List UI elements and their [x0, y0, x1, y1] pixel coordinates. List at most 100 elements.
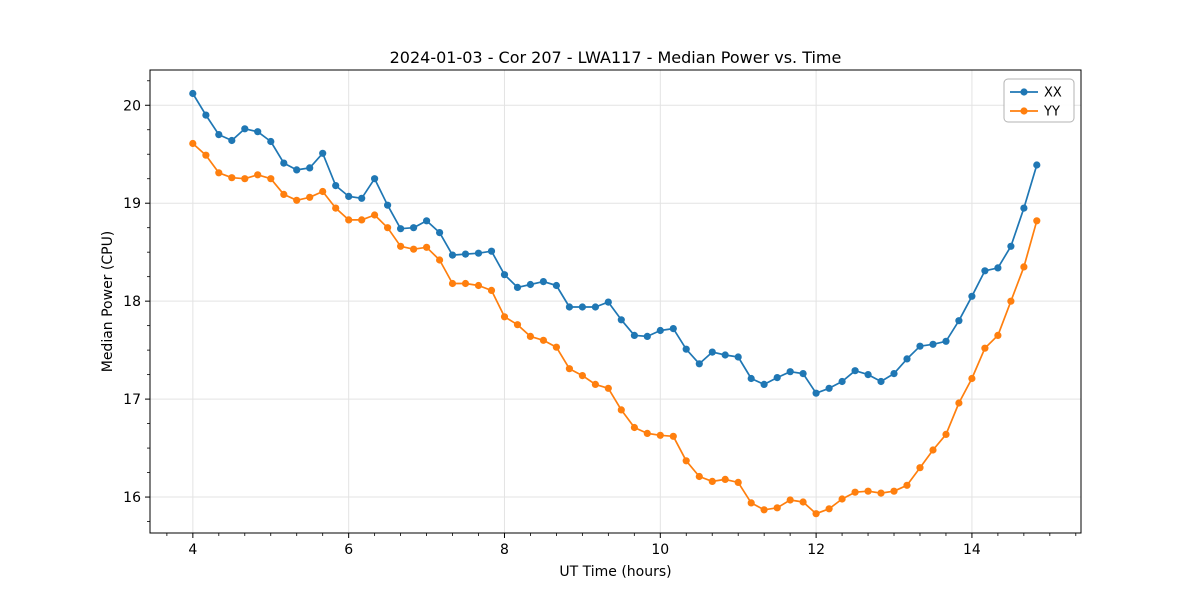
data-point-yy: [461, 279, 470, 288]
data-point-xx: [864, 371, 872, 379]
data-point-yy: [358, 216, 366, 224]
data-point-yy: [838, 495, 846, 503]
data-point-xx: [371, 175, 379, 183]
y-tick-label: 19: [123, 196, 141, 212]
data-point-yy: [877, 489, 885, 497]
chart-title: 2024-01-03 - Cor 207 - LWA117 - Median P…: [390, 48, 842, 67]
y-axis-label: Median Power (CPU): [100, 231, 116, 373]
data-point-xx: [319, 149, 327, 157]
data-point-xx: [955, 317, 963, 325]
legend: XX YY: [1003, 78, 1075, 123]
data-point-xx: [773, 374, 781, 382]
data-point-yy: [410, 245, 418, 253]
data-point-yy: [578, 372, 587, 380]
data-point-yy: [786, 496, 794, 504]
data-point-yy: [981, 344, 989, 352]
data-point-xx: [799, 370, 807, 378]
data-point-yy: [241, 175, 249, 183]
data-series: [189, 89, 1041, 518]
data-point-xx: [968, 292, 976, 300]
data-point-xx: [617, 316, 625, 324]
x-axis-label: UT Time (hours): [559, 564, 671, 580]
series-line-yy: [192, 142, 1038, 515]
data-point-yy: [617, 406, 625, 414]
legend-entry-yy: YY: [1010, 105, 1060, 120]
data-point-xx: [916, 342, 924, 350]
data-point-yy: [565, 365, 574, 373]
data-point-xx: [189, 89, 197, 98]
y-tick-label: 17: [123, 392, 141, 408]
data-point-xx: [513, 283, 522, 291]
data-point-yy: [423, 243, 431, 251]
data-point-xx: [643, 332, 651, 340]
series-xx: [189, 89, 1041, 397]
data-point-yy: [1020, 263, 1028, 271]
data-point-yy: [280, 190, 288, 198]
data-point-yy: [890, 487, 898, 495]
data-point-xx: [942, 337, 950, 345]
data-point-yy: [968, 374, 976, 383]
data-point-xx: [851, 367, 859, 375]
data-point-xx: [903, 355, 911, 363]
data-point-xx: [254, 128, 262, 136]
data-point-yy: [267, 175, 275, 183]
y-tick-label: 20: [123, 98, 141, 114]
data-point-xx: [890, 370, 898, 378]
data-point-xx: [228, 136, 236, 145]
x-tick-label: 8: [500, 542, 509, 558]
data-point-xx: [721, 351, 729, 359]
plot-border: [149, 69, 1082, 534]
data-point-yy: [630, 423, 639, 432]
data-point-xx: [786, 368, 794, 376]
data-point-xx: [397, 225, 405, 233]
data-point-yy: [656, 431, 664, 439]
data-point-xx: [358, 194, 366, 202]
data-point-yy: [942, 430, 950, 438]
x-tick-label: 10: [651, 542, 669, 558]
data-point-yy: [929, 446, 937, 454]
data-point-yy: [215, 169, 223, 177]
data-point-xx: [734, 353, 742, 361]
data-point-xx: [423, 217, 431, 225]
data-point-yy: [734, 478, 742, 486]
data-point-xx: [410, 224, 418, 232]
data-point-xx: [345, 192, 353, 200]
data-point-yy: [552, 343, 561, 351]
data-point-yy: [500, 313, 509, 321]
data-point-yy: [760, 506, 768, 514]
data-point-xx: [202, 111, 210, 119]
data-point-yy: [319, 187, 327, 196]
data-point-yy: [695, 472, 703, 481]
legend-label-yy: YY: [1043, 105, 1060, 120]
data-point-xx: [838, 377, 846, 386]
data-point-yy: [604, 384, 612, 392]
axis-ticks: [145, 80, 1077, 538]
data-point-yy: [371, 211, 379, 219]
data-point-xx: [669, 325, 677, 333]
legend-frame: [1003, 78, 1075, 123]
x-tick-label: 4: [188, 542, 197, 558]
data-point-yy: [773, 504, 781, 512]
data-point-yy: [189, 139, 197, 148]
data-point-xx: [241, 125, 249, 133]
y-tick-label: 16: [123, 490, 141, 506]
data-point-xx: [384, 201, 392, 209]
data-point-xx: [1007, 242, 1015, 250]
data-point-yy: [994, 331, 1002, 339]
data-point-xx: [812, 389, 820, 397]
x-tick-label: 12: [807, 542, 825, 558]
data-point-xx: [436, 229, 444, 237]
data-point-xx: [682, 345, 690, 353]
data-point-xx: [695, 360, 703, 368]
data-point-yy: [916, 464, 924, 472]
data-point-yy: [955, 399, 963, 407]
data-point-xx: [825, 384, 833, 392]
x-tick-label: 14: [963, 542, 981, 558]
data-point-yy: [306, 193, 314, 201]
data-point-yy: [1033, 217, 1041, 225]
data-point-yy: [1007, 297, 1015, 305]
data-point-yy: [799, 498, 807, 506]
data-point-xx: [929, 340, 937, 348]
